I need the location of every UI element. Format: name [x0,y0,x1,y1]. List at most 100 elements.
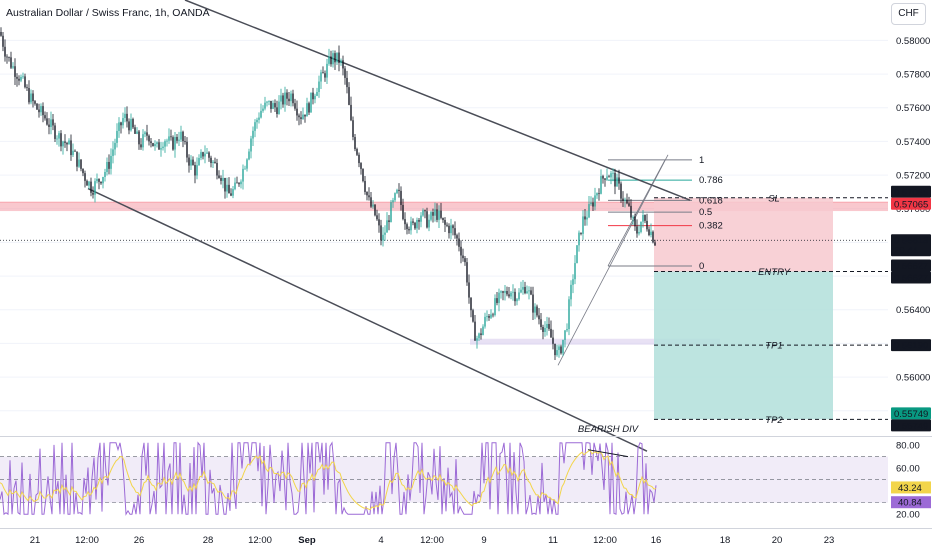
candle-body [386,220,388,233]
candle-body [466,262,468,283]
time-tick-label: 16 [651,535,662,546]
candle-body [538,315,540,320]
candle-body [540,319,542,327]
candle-body [454,228,456,236]
candle-body [542,326,544,332]
candle-body [106,161,108,172]
candle-body [280,95,282,102]
candle-body [250,138,252,152]
candle-body [282,95,284,105]
currency-button[interactable]: CHF [891,3,926,25]
price-badge [891,259,931,272]
candle-body [560,346,562,354]
candle-body [340,60,342,63]
candle-body [410,221,412,231]
candle-body [98,178,100,182]
candle-body [172,137,174,150]
candle-body [140,144,142,148]
candle-body [374,204,376,216]
candle-body [486,316,488,317]
candle-body [516,299,518,302]
candle-body [420,215,422,222]
candle-body [332,53,334,65]
candle-body [414,222,416,229]
candle-body [630,205,632,218]
candle-body [38,109,40,113]
candle-body [190,159,192,166]
candle-body [296,108,298,116]
time-tick-label: 23 [824,535,835,546]
candle-body [254,122,256,131]
candle-body [488,316,490,318]
candle-body [452,225,454,229]
candle-body [66,142,68,145]
candle-body [268,100,270,102]
candle-body [68,140,70,145]
candle-body [260,110,262,118]
candle-body [74,150,76,152]
candle-body [642,214,644,222]
time-tick-label: 12:00 [75,535,99,546]
candle-body [456,235,458,239]
candle-body [564,330,566,340]
candle-body [204,153,206,157]
candle-body [592,202,594,207]
candle-body [154,144,156,147]
time-tick-label: 4 [378,535,383,546]
candle-body [244,168,246,170]
candle-body [472,310,474,322]
stop-loss-zone [654,197,833,272]
candle-body [214,161,216,163]
candle-body [546,323,548,328]
candle-body [220,177,222,181]
channel-lower-line[interactable] [87,187,648,452]
candle-body [130,119,132,131]
candle-body [292,93,294,104]
candle-body [96,178,98,182]
candle-body [368,195,370,198]
candle-body [574,263,576,280]
candle-body [346,77,348,88]
price-tick-label: 0.56000 [896,373,930,384]
candle-body [448,225,450,234]
candle-body [120,122,122,126]
channel-upper-line[interactable] [184,0,691,201]
candle-body [650,231,652,236]
candle-body [412,221,414,223]
candle-body [286,92,288,99]
candle-body [336,52,338,63]
rsi-badge [891,496,931,509]
candle-body [438,210,440,220]
candle-body [246,159,248,169]
candle-body [334,53,336,63]
candle-body [10,57,12,68]
candle-body [450,225,452,234]
candle-body [218,175,220,178]
candle-body [226,184,228,192]
candle-body [490,314,492,318]
candle-body [194,164,196,176]
candle-body [92,192,94,195]
candle-body [512,291,514,293]
candle-body [174,136,176,150]
candle-body [330,56,332,65]
fib-level-label: 0.786 [699,175,723,186]
candle-body [76,151,78,167]
rsi-ma-value: 43.24 [898,483,922,494]
candle-body [298,115,300,118]
candle-body [258,117,260,120]
candle-body [184,141,186,142]
support-zone [470,338,720,345]
candle-body [262,108,264,111]
candle-body [614,172,616,187]
candle-body [358,154,360,164]
candle-body [424,210,426,212]
candle-body [442,217,444,221]
candle-body [84,173,86,181]
candle-body [208,152,210,158]
rsi-ma-line [0,449,657,511]
candle-body [46,118,48,125]
candle-body [432,212,434,216]
candle-body [264,102,266,109]
